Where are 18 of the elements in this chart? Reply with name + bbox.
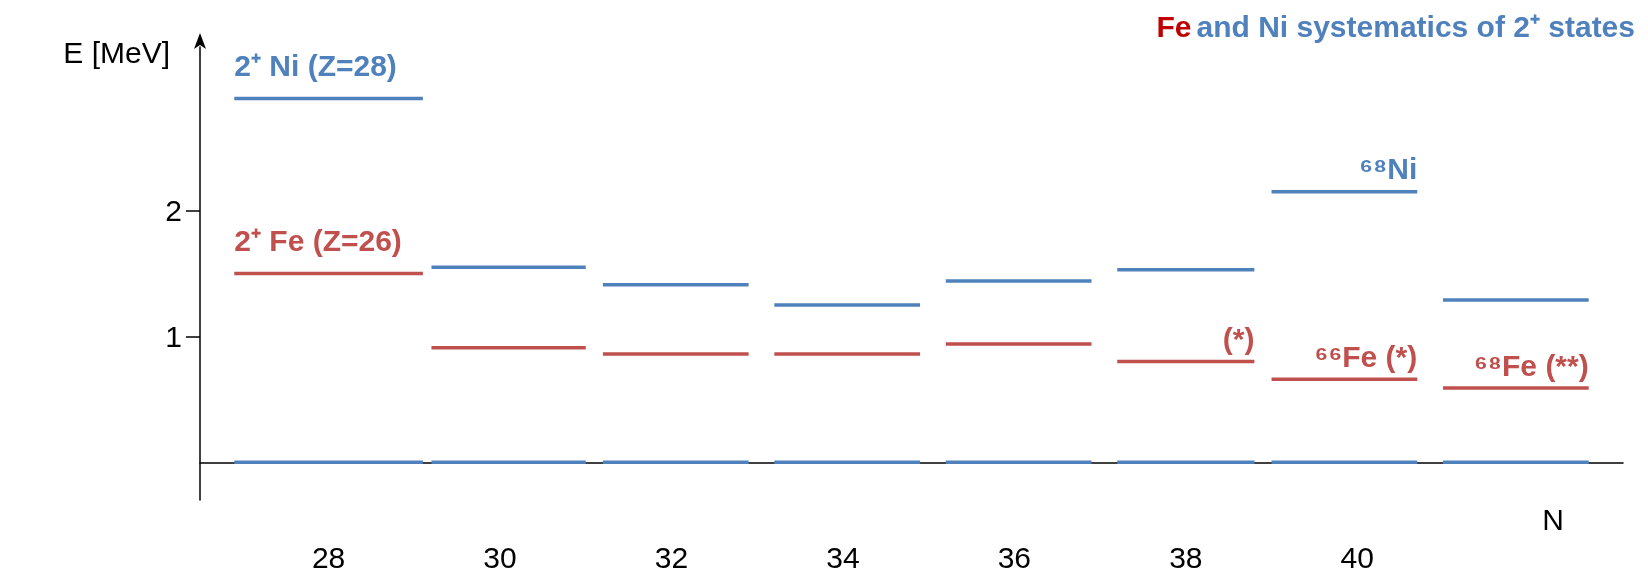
y-tick-label: 1: [165, 319, 182, 353]
x-tick-label: 32: [654, 540, 689, 572]
x-tick-label: 30: [483, 540, 517, 572]
y-axis-title: E [MeV]: [63, 35, 170, 69]
annotation: ⁶⁶Fe (*): [1314, 339, 1418, 373]
annotation: (*): [1222, 322, 1255, 356]
x-tick-label: 28: [311, 540, 346, 572]
x-tick-label: 38: [1169, 540, 1203, 572]
annotation: ⁶⁸Fe (**): [1474, 348, 1589, 382]
x-axis-title: N: [1542, 502, 1564, 536]
series-label: 2⁺ Fe (Z=26): [234, 224, 402, 257]
annotation: ⁶⁸Ni: [1359, 152, 1418, 186]
series-label: 2⁺ Ni (Z=28): [234, 49, 397, 83]
x-tick-label: 36: [997, 540, 1032, 572]
x-tick-label: 40: [1340, 540, 1374, 572]
chart-title: Fe and Ni systematics of 2⁺ states: [1156, 9, 1635, 43]
x-tick-label: 34: [826, 540, 860, 572]
y-tick-label: 2: [165, 194, 182, 228]
